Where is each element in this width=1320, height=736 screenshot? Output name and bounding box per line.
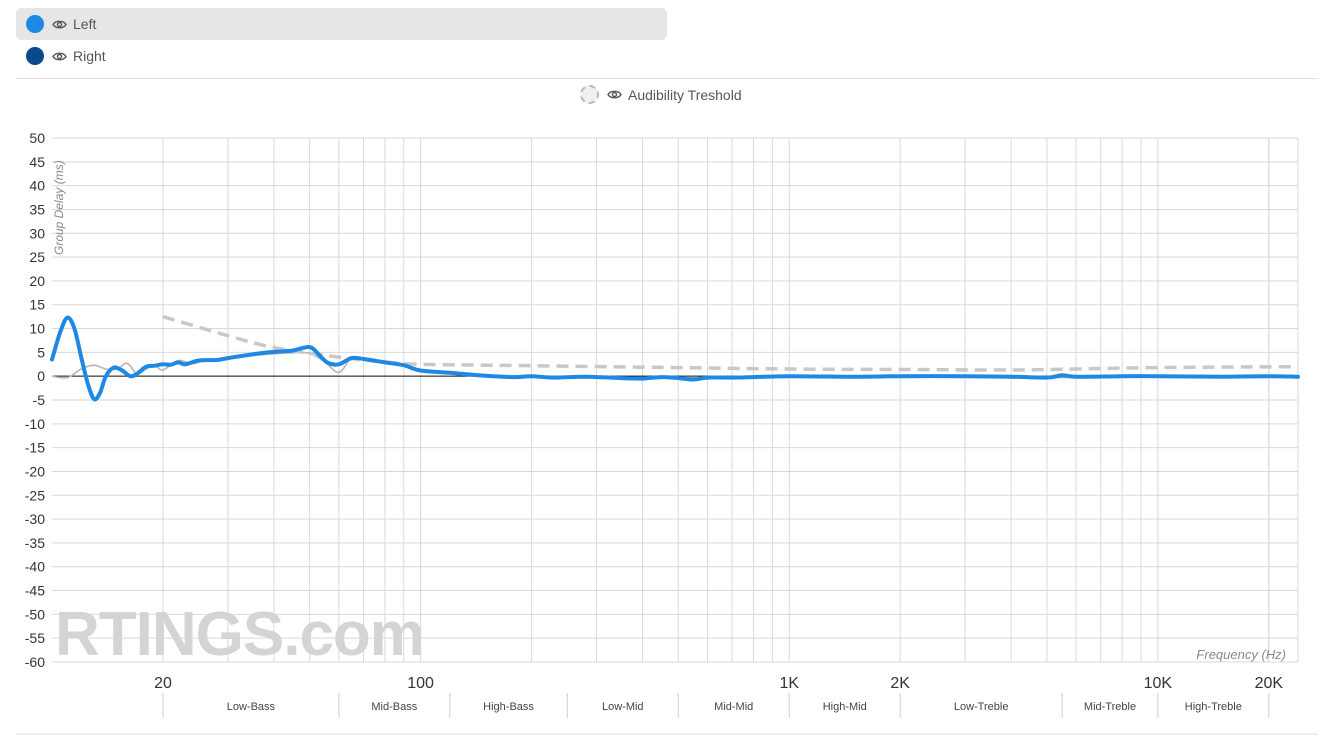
y-tick-label: -35 <box>25 535 45 551</box>
y-tick-label: 15 <box>29 297 45 313</box>
series-right-line <box>51 351 1299 379</box>
y-axis-label: Group Delay (ms) <box>52 160 66 255</box>
x-axis-label: Frequency (Hz) <box>1196 647 1286 662</box>
band-label: Mid-Bass <box>371 701 417 713</box>
y-tick-label: 30 <box>29 225 45 241</box>
y-tick-label: 25 <box>29 249 45 265</box>
right-color-swatch <box>26 47 44 65</box>
legend-label-right: Right <box>73 48 106 64</box>
x-tick-label: 10K <box>1144 675 1173 692</box>
band-label: High-Bass <box>483 701 534 713</box>
legend-item-right[interactable]: Right <box>16 40 667 72</box>
x-tick-label: 100 <box>407 675 434 692</box>
y-tick-label: -40 <box>25 559 45 575</box>
eye-icon[interactable] <box>52 19 67 30</box>
x-tick-label: 1K <box>779 675 799 692</box>
band-label: Mid-Mid <box>714 701 753 713</box>
threshold-swatch <box>580 85 599 104</box>
y-tick-label: -45 <box>25 583 45 599</box>
y-tick-label: -15 <box>25 440 45 456</box>
series-left-line <box>50 315 1300 402</box>
y-tick-label: 0 <box>37 368 45 384</box>
rtings-watermark: RTINGS.com <box>55 600 424 669</box>
y-tick-label: 45 <box>29 154 45 170</box>
band-label: Low-Treble <box>954 701 1009 713</box>
band-label: Low-Bass <box>227 701 276 713</box>
band-label: High-Mid <box>823 701 867 713</box>
band-label: High-Treble <box>1185 701 1242 713</box>
y-tick-label: 35 <box>29 201 45 217</box>
bottom-divider <box>16 733 1318 735</box>
eye-icon[interactable] <box>52 51 67 62</box>
y-tick-label: -60 <box>25 654 45 670</box>
left-color-swatch <box>26 15 44 33</box>
y-tick-label: -25 <box>25 487 45 503</box>
y-tick-label: -5 <box>33 392 46 408</box>
y-tick-label: -10 <box>25 416 45 432</box>
y-tick-label: 40 <box>29 178 45 194</box>
y-tick-label: 20 <box>29 273 45 289</box>
y-tick-label: 50 <box>29 130 45 146</box>
y-tick-label: -50 <box>25 606 45 622</box>
legend-item-threshold[interactable]: Audibility Treshold <box>580 85 742 104</box>
legend-label-threshold: Audibility Treshold <box>628 86 742 103</box>
y-tick-label: 5 <box>37 344 45 360</box>
band-label: Mid-Treble <box>1084 701 1136 713</box>
y-tick-label: -55 <box>25 630 45 646</box>
eye-icon[interactable] <box>607 89 622 100</box>
legend-item-left[interactable]: Left <box>16 8 667 40</box>
y-tick-label: -30 <box>25 511 45 527</box>
series-threshold-line <box>162 314 1299 372</box>
x-tick-label: 2K <box>890 675 910 692</box>
y-tick-label: 10 <box>29 321 45 337</box>
legend-label-left: Left <box>73 16 97 32</box>
x-tick-label: 20K <box>1255 675 1284 692</box>
band-label: Low-Mid <box>602 701 644 713</box>
x-tick-label: 20 <box>154 675 172 692</box>
y-tick-label: -20 <box>25 463 45 479</box>
legend-divider <box>16 78 1318 79</box>
